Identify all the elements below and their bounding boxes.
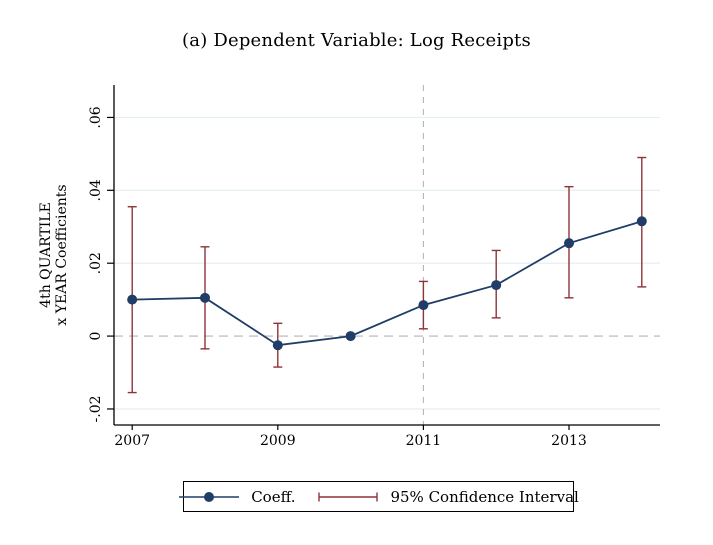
coef-point xyxy=(127,294,138,305)
legend-coef-label: Coeff. xyxy=(251,487,296,506)
y-tick-label: .04 xyxy=(88,179,104,201)
coef-point xyxy=(418,300,429,311)
gridlines xyxy=(114,116,660,410)
coefficient-plot: -.02 0 .02 .04 .06 2007 2009 2011 2013 4th QUARTI… xyxy=(38,85,660,449)
coef-line-marker-icon xyxy=(178,490,240,504)
y-axis-ticks: -.02 0 .02 .04 .06 xyxy=(88,106,114,422)
x-axis-ticks: 2007 2009 2011 2013 xyxy=(114,425,587,449)
coef-point xyxy=(491,280,502,291)
ci-errorbar-icon xyxy=(317,490,379,504)
coef-point xyxy=(636,216,647,227)
ci-error-bars xyxy=(127,156,647,394)
x-tick-label: 2009 xyxy=(260,433,296,449)
chart-title: (a) Dependent Variable: Log Receipts xyxy=(182,30,531,51)
svg-text:4th QUARTILE: 4th QUARTILE xyxy=(38,202,54,308)
y-tick-label: .02 xyxy=(88,252,104,274)
x-tick-label: 2013 xyxy=(551,433,587,449)
y-tick-label: .06 xyxy=(88,106,104,128)
coef-point xyxy=(564,238,574,249)
y-tick-label: -.02 xyxy=(88,395,104,422)
coef-line xyxy=(132,220,643,347)
legend: Coeff. 95% Confidence Interval xyxy=(179,481,579,512)
y-tick-label: 0 xyxy=(88,332,104,341)
svg-text:x YEAR Coefficients: x YEAR Coefficients xyxy=(54,184,70,325)
x-tick-label: 2007 xyxy=(114,433,150,449)
coef-point xyxy=(345,331,356,342)
coef-point xyxy=(272,340,283,351)
legend-ci-label: 95% Confidence Interval xyxy=(390,487,579,506)
coef-point xyxy=(200,292,210,303)
y-axis-title: 4th QUARTILE x YEAR Coefficients xyxy=(38,184,70,325)
coef-markers xyxy=(127,216,647,351)
x-tick-label: 2011 xyxy=(406,433,442,449)
